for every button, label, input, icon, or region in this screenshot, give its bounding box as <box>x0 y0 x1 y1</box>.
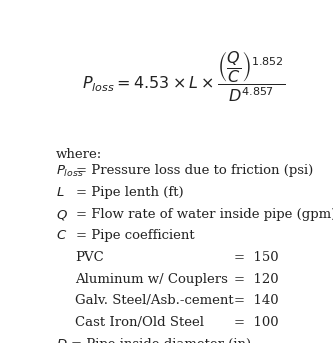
Text: PVC: PVC <box>75 251 104 264</box>
Text: $P_{\mathit{loss}} = 4.53 \times L \times\dfrac{\left(\dfrac{Q}{C}\right)^{1.852: $P_{\mathit{loss}} = 4.53 \times L \time… <box>82 49 285 104</box>
Text: $\mathit{C}$: $\mathit{C}$ <box>56 229 67 243</box>
Text: Galv. Steel/Asb.-cement: Galv. Steel/Asb.-cement <box>75 294 234 307</box>
Text: $\mathit{P}_{\mathit{loss}}$: $\mathit{P}_{\mathit{loss}}$ <box>56 164 84 179</box>
Text: Cast Iron/Old Steel: Cast Iron/Old Steel <box>75 316 204 329</box>
Text: $\mathit{D}$: $\mathit{D}$ <box>56 338 67 343</box>
Text: =  150: = 150 <box>234 251 278 264</box>
Text: = Pressure loss due to friction (psi): = Pressure loss due to friction (psi) <box>77 164 314 177</box>
Text: =  140: = 140 <box>234 294 278 307</box>
Text: $\mathit{Q}$: $\mathit{Q}$ <box>56 208 68 222</box>
Text: where:: where: <box>56 148 102 161</box>
Text: = Flow rate of water inside pipe (gpm): = Flow rate of water inside pipe (gpm) <box>77 208 333 221</box>
Text: Aluminum w/ Couplers: Aluminum w/ Couplers <box>75 273 228 286</box>
Text: $\mathit{L}$: $\mathit{L}$ <box>56 186 64 199</box>
Text: =  120: = 120 <box>234 273 278 286</box>
Text: = Pipe coefficient: = Pipe coefficient <box>77 229 195 243</box>
Text: =  100: = 100 <box>234 316 278 329</box>
Text: = Pipe lenth (ft): = Pipe lenth (ft) <box>77 186 184 199</box>
Text: = Pipe inside diameter (in): = Pipe inside diameter (in) <box>71 338 251 343</box>
